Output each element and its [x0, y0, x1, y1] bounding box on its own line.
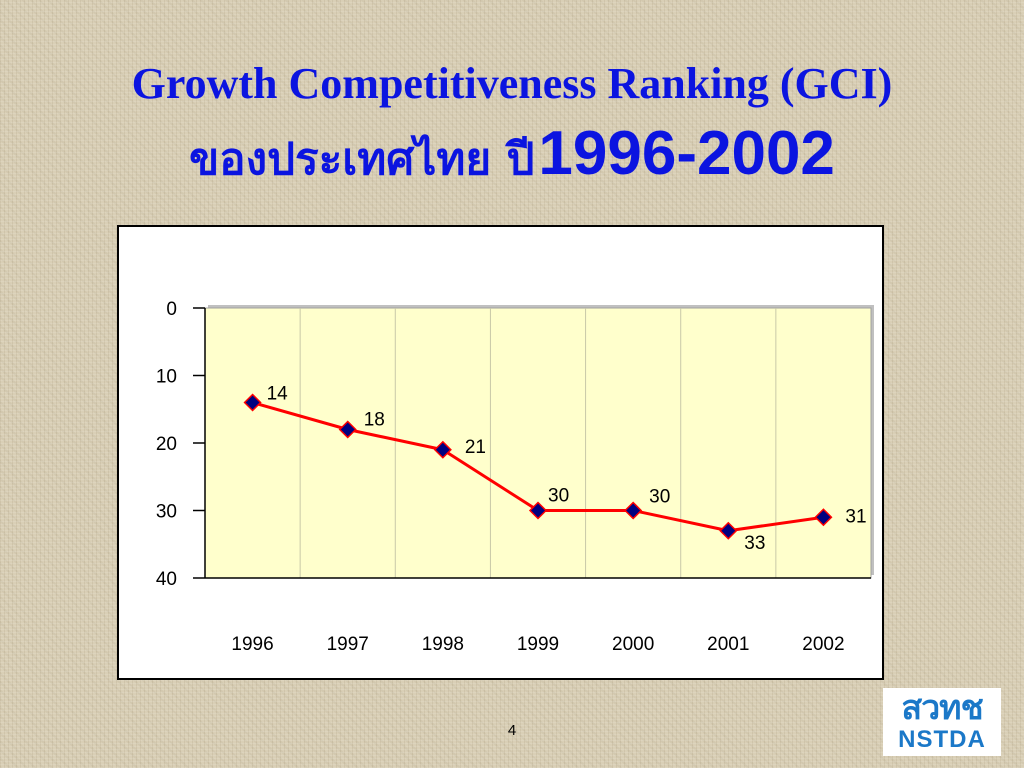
x-tick-label: 2002	[802, 634, 844, 655]
y-tick-label: 30	[156, 502, 177, 523]
x-tick-label: 1997	[327, 634, 369, 655]
data-point-marker	[624, 501, 643, 520]
data-label: 14	[267, 384, 289, 405]
data-point-marker	[433, 440, 452, 459]
data-label: 31	[845, 506, 866, 527]
data-point-marker	[338, 420, 357, 439]
x-tick-label: 1999	[517, 634, 559, 655]
data-label: 30	[548, 486, 569, 507]
y-tick-label: 0	[166, 299, 177, 320]
logo-thai-text: สวทช	[901, 688, 983, 728]
slide-title-thai: ของประเทศไทย ปี	[189, 134, 535, 185]
data-label: 33	[744, 533, 765, 554]
x-tick-label: 1998	[422, 634, 464, 655]
data-point-marker	[528, 501, 548, 520]
data-point-marker	[814, 508, 833, 527]
data-point-marker	[719, 521, 738, 540]
chart-container: 0 10 20 30 40 1996 1997 1998 1999 2000 2001 2002 14 1…	[117, 225, 884, 680]
data-label: 30	[649, 487, 670, 508]
plot-area	[204, 307, 872, 579]
y-tick-label: 40	[156, 569, 177, 590]
slide-title-line2: ของประเทศไทย ปี 1996-2002	[0, 118, 1024, 194]
page-number: 4	[507, 722, 517, 739]
x-tick-label: 2001	[707, 634, 749, 655]
x-tick-label: 1996	[231, 634, 273, 655]
x-tick-label: 2000	[612, 634, 654, 655]
line-chart: 0 10 20 30 40 1996 1997 1998 1999 2000 2001 2002 14 1…	[156, 299, 874, 655]
slide-title-line1: Growth Competitiveness Ranking (GCI)	[131, 59, 893, 108]
data-label: 18	[364, 410, 385, 431]
slide-title-years: 1996-2002	[538, 119, 835, 188]
y-tick-label: 20	[156, 434, 177, 455]
data-label: 21	[465, 437, 486, 458]
data-point-marker	[243, 393, 262, 412]
nstda-logo: สวทช NSTDA	[883, 688, 1001, 756]
y-tick-label: 10	[156, 367, 177, 388]
logo-english-text: NSTDA	[898, 726, 986, 753]
